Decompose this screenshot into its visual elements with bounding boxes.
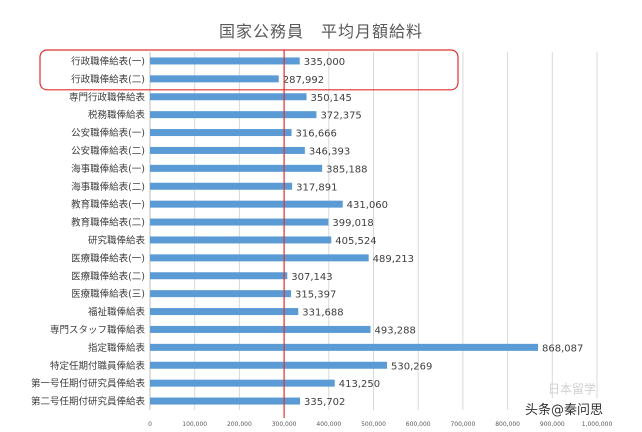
data-label: 868,087: [542, 343, 583, 354]
bar: [150, 129, 292, 137]
x-tick-label: 400,000: [316, 421, 341, 428]
bar: [150, 254, 369, 262]
x-tick-label: 700,000: [450, 421, 475, 428]
category-label: 海事職俸給表(一): [71, 163, 145, 175]
category-label: 福祉職俸給表: [88, 306, 146, 318]
data-label: 316,666: [296, 129, 337, 140]
category-label: 教育職俸給表(二): [71, 217, 145, 229]
category-label: 第一号任期付研究員俸給表: [31, 378, 146, 390]
data-label: 372,375: [320, 111, 361, 122]
bar: [150, 182, 293, 190]
category-label: 海事職俸給表(二): [71, 181, 145, 193]
x-tick-label: 900,000: [540, 421, 565, 428]
watermark-ghost-text: 日本留学: [548, 382, 597, 396]
x-tick-label: 500,000: [361, 421, 386, 428]
category-label: 特定任期付職員俸給表: [50, 360, 146, 372]
data-label: 287,992: [283, 75, 324, 86]
x-tick-label: 1,000,000: [582, 421, 613, 428]
data-label: 335,000: [304, 57, 345, 68]
category-label: 研究職俸給表: [88, 234, 146, 246]
bar: [150, 218, 329, 226]
bar: [150, 236, 332, 244]
category-label: 教育職俸給表(一): [71, 199, 145, 211]
category-label: 行政職俸給表(二): [71, 73, 145, 85]
category-label: 公安職俸給表(二): [71, 145, 145, 157]
data-label: 346,393: [309, 146, 350, 157]
category-label: 医療職俸給表(三): [71, 288, 145, 300]
bar: [150, 397, 301, 405]
category-label: 公安職俸給表(一): [71, 127, 145, 139]
category-label: 医療職俸給表(一): [71, 252, 145, 264]
bar: [150, 57, 300, 65]
x-tick-label: 200,000: [227, 421, 252, 428]
data-label: 399,018: [332, 218, 373, 229]
data-label: 317,891: [296, 182, 337, 193]
bar: [150, 272, 288, 280]
category-label: 医療職俸給表(二): [71, 270, 145, 282]
highlight-box: [39, 49, 459, 91]
x-tick-label: 0: [148, 421, 152, 428]
data-label: 331,688: [302, 308, 343, 319]
bar: [150, 75, 279, 83]
category-label: 第二号任期付研究員俸給表: [31, 396, 146, 408]
data-label: 350,145: [311, 93, 352, 104]
bar: [150, 93, 307, 101]
bar: [150, 343, 539, 351]
data-label: 385,188: [326, 164, 367, 175]
data-label: 405,524: [335, 236, 376, 247]
category-label: 専門行政職俸給表: [69, 91, 146, 103]
x-tick-label: 800,000: [495, 421, 520, 428]
bar: [150, 308, 299, 316]
category-label: 専門スタッフ職俸給表: [50, 324, 146, 336]
data-label: 307,143: [291, 272, 332, 283]
data-label: 530,269: [391, 361, 432, 372]
data-label: 431,060: [347, 200, 388, 211]
x-tick-label: 300,000: [272, 421, 297, 428]
bar: [150, 111, 317, 119]
bar: [150, 146, 305, 154]
bar: [150, 164, 323, 172]
category-label: 行政職俸給表(一): [71, 55, 145, 67]
data-label: 489,213: [373, 254, 414, 265]
watermark-text: 头条@秦问思: [522, 398, 607, 419]
bar: [150, 290, 291, 298]
data-label: 413,250: [339, 379, 380, 390]
bar: [150, 379, 335, 387]
x-tick-label: 600,000: [406, 421, 431, 428]
bar: [150, 325, 371, 333]
chart-title: 国家公務員 平均月額給料: [218, 22, 423, 41]
bar: [150, 200, 343, 208]
bar: [150, 361, 388, 369]
data-label: 315,397: [295, 290, 336, 301]
data-label: 493,288: [374, 325, 415, 336]
data-label: 335,702: [304, 397, 345, 408]
x-tick-label: 100,000: [182, 421, 207, 428]
category-label: 税務職俸給表: [88, 109, 146, 121]
category-label: 指定職俸給表: [88, 342, 146, 354]
